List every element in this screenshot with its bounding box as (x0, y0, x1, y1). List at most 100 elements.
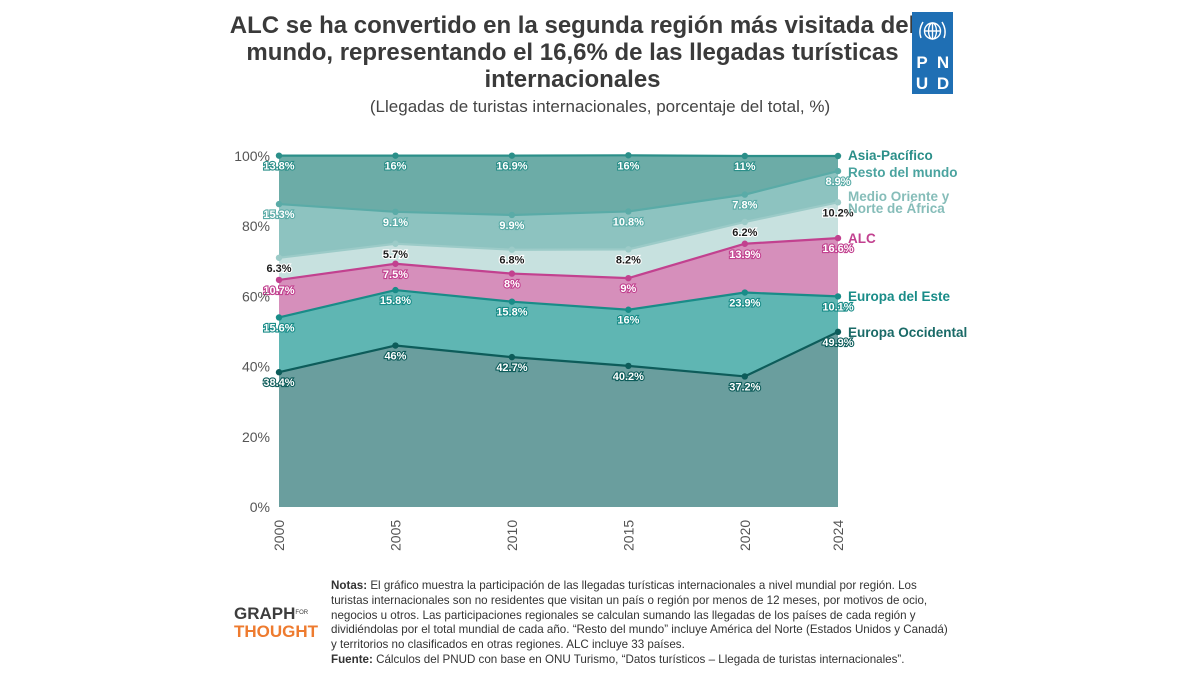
pnud-logo: P N U D (912, 12, 953, 94)
data-label: 8% (504, 279, 520, 291)
x-tick-label: 2020 (737, 520, 753, 551)
logo-letter: P (916, 53, 928, 72)
data-label: 10.8% (613, 216, 644, 228)
data-point (392, 152, 399, 159)
data-label: 16% (617, 160, 639, 172)
data-point (508, 270, 516, 277)
logo-letter: N (936, 53, 950, 72)
data-point (392, 286, 399, 294)
notes-text: El gráfico muestra la participación de l… (331, 579, 948, 652)
data-point (625, 362, 632, 370)
notes-label: Notas: (331, 579, 368, 592)
data-point (625, 152, 632, 159)
series-line-2 (278, 288, 839, 319)
graph-for-thought-logo: GRAPHFOR THOUGHT (234, 605, 334, 640)
data-label: 49.9% (822, 337, 853, 349)
area-1 (279, 331, 838, 507)
x-tick-label: 2005 (387, 520, 403, 551)
data-label: 11% (734, 161, 756, 173)
data-label: 6.8% (499, 255, 524, 267)
data-point (834, 293, 842, 300)
chart-title: ALC se ha convertido en la segunda regió… (229, 12, 916, 93)
data-point (741, 373, 749, 380)
data-point (275, 369, 283, 376)
data-label: 23.9% (729, 298, 760, 310)
data-point (741, 191, 749, 198)
data-label: 15.8% (496, 307, 527, 319)
data-label: 37.2% (729, 381, 760, 393)
data-point (392, 240, 399, 247)
data-point (508, 353, 516, 361)
data-label: 15.3% (263, 209, 294, 221)
y-tick-label: 60% (242, 288, 270, 304)
data-label: 9.1% (383, 217, 408, 229)
data-label: 46% (384, 351, 406, 363)
data-point (741, 152, 749, 160)
brand-for: FOR (295, 610, 309, 616)
area-6 (279, 155, 838, 215)
legend-label: ALC (848, 231, 876, 246)
data-label: 9.9% (499, 220, 524, 232)
data-point (392, 208, 399, 216)
legend-label: Europa Occidental (848, 325, 967, 340)
series-line-5 (278, 170, 839, 217)
logo-letter: U (915, 74, 929, 93)
y-tick-label: 20% (242, 429, 270, 445)
data-point (741, 218, 749, 226)
series-line-6 (279, 154, 838, 158)
series-line-1 (278, 330, 839, 378)
data-label: 16.6% (822, 243, 853, 255)
logo-letter: D (936, 74, 950, 93)
y-tick-label: 40% (242, 359, 270, 375)
data-label: 38.4% (263, 377, 294, 389)
data-label: 16% (384, 161, 406, 173)
data-label: 9% (620, 283, 636, 295)
area-2 (279, 290, 838, 377)
data-point (834, 328, 842, 336)
x-tick-label: 2024 (830, 520, 846, 551)
data-point (834, 199, 842, 206)
brand-line1: GRAPH (234, 604, 296, 623)
data-point (834, 152, 842, 160)
source-text: Cálculos del PNUD con base en ONU Turism… (376, 652, 905, 666)
data-point (275, 254, 283, 261)
series-line-3 (278, 237, 839, 281)
legend-label: Norte de África (848, 201, 945, 216)
data-point (741, 289, 749, 296)
data-label: 10.1% (822, 301, 853, 313)
data-label: 10.7% (263, 285, 294, 297)
data-point (508, 246, 516, 253)
source-label: Fuente: (331, 652, 373, 666)
data-point (834, 234, 842, 242)
x-tick-label: 2010 (504, 520, 520, 551)
data-point (625, 274, 632, 282)
x-tick-label: 2000 (271, 520, 287, 551)
data-point (625, 246, 632, 253)
data-label: 6.2% (732, 227, 757, 239)
data-label: 8.9% (825, 176, 850, 188)
data-point (275, 276, 283, 284)
chart-notes: Notas: El gráfico muestra la participaci… (331, 579, 956, 668)
legend-label: Medio Oriente y (848, 189, 950, 204)
data-point (508, 298, 516, 305)
y-tick-label: 80% (242, 218, 270, 234)
data-label: 8.2% (616, 254, 641, 266)
y-tick-label: 100% (234, 148, 270, 164)
brand-line2: THOUGHT (234, 622, 319, 641)
data-point (392, 342, 399, 349)
y-tick-label: 0% (250, 499, 270, 515)
data-label: 15.6% (263, 322, 294, 334)
legend-label: Europa del Este (848, 289, 951, 304)
un-emblem-icon (919, 21, 946, 40)
data-point (834, 167, 842, 175)
legend-label: Resto del mundo (848, 165, 958, 180)
data-point (392, 260, 399, 267)
data-point (275, 314, 283, 321)
x-tick-label: 2015 (620, 520, 636, 551)
data-label: 7.8% (732, 200, 757, 212)
data-label: 40.2% (613, 371, 644, 383)
series-line-4 (278, 201, 839, 259)
data-point (275, 152, 283, 159)
legend-label: Asia-Pacífico (848, 148, 933, 163)
